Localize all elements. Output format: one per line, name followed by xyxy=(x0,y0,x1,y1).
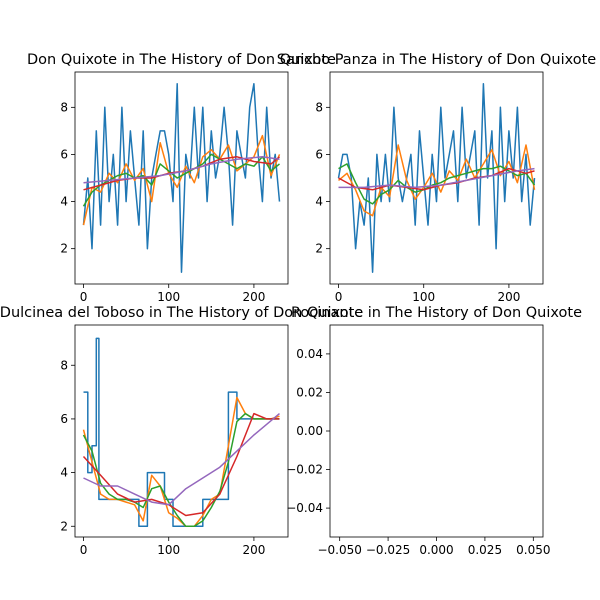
x-tick-label: −0.025 xyxy=(366,543,410,557)
y-tick-label: 4 xyxy=(60,195,68,209)
y-tick-label: 0.04 xyxy=(296,347,323,361)
plot-frame xyxy=(74,71,289,285)
series-line-1 xyxy=(82,83,281,273)
x-tick-label: 100 xyxy=(157,290,180,304)
x-tick-label: 0 xyxy=(335,290,343,304)
chart-panel-4: −0.050 −0.025 0.000 0.025 0.050 −0.04 −0.02 0.0… xyxy=(286,305,582,557)
x-tick-label: 0 xyxy=(80,543,88,557)
x-tick-label: 200 xyxy=(242,543,265,557)
y-tick-label: −0.02 xyxy=(286,463,323,477)
y-tick-label: 4 xyxy=(60,466,68,480)
y-tick-label: 8 xyxy=(60,358,68,372)
x-tick-label: 200 xyxy=(242,290,265,304)
plot-frame xyxy=(329,324,544,538)
series-line-1 xyxy=(83,337,280,528)
y-tick-label: 0.02 xyxy=(296,385,323,399)
chart-title: Don Quixote in The History of Don Quixot… xyxy=(27,52,336,68)
y-tick-label: 6 xyxy=(315,147,323,161)
series-line-3 xyxy=(338,163,536,205)
x-tick-label: 100 xyxy=(157,543,180,557)
y-tick-label: −0.04 xyxy=(286,501,323,515)
y-tick-label: 6 xyxy=(60,147,68,161)
x-tick-label: −0.050 xyxy=(317,543,361,557)
x-tick-label: 0.000 xyxy=(419,543,453,557)
series-line-1 xyxy=(337,83,536,273)
plot-frame xyxy=(329,71,544,285)
plot-frame xyxy=(74,324,289,538)
chart-panel-1: 0 100 200 2 4 6 8 Don Quixote in The History of… xyxy=(27,52,336,304)
x-tick-label: 0.025 xyxy=(468,543,502,557)
x-tick-label: 0 xyxy=(80,290,88,304)
series-line-3 xyxy=(82,153,280,207)
y-tick-label: 4 xyxy=(315,195,323,209)
x-tick-label: 0.050 xyxy=(516,543,550,557)
series-line-5 xyxy=(338,167,535,189)
series-line-4 xyxy=(82,412,280,517)
chart-panel-3: 0 100 200 2 4 6 8 Dulcinea del Toboso in The Hi… xyxy=(0,305,363,557)
chart-title: Rocinante in The History of Don Quixote xyxy=(291,305,582,321)
chart-title: Sancho Panza in The History of Don Quixo… xyxy=(277,52,597,68)
chart-title: Dulcinea del Toboso in The History of Do… xyxy=(0,305,363,321)
series-line-5 xyxy=(83,413,280,506)
y-tick-label: 8 xyxy=(315,100,323,114)
y-tick-label: 6 xyxy=(60,412,68,426)
x-tick-label: 200 xyxy=(497,290,520,304)
y-tick-label: 2 xyxy=(60,519,68,533)
chart-panel-2: 0 100 200 2 4 6 8 Sancho Panza in The History o… xyxy=(277,52,597,304)
series-line-5 xyxy=(83,156,280,184)
series-line-3 xyxy=(82,412,280,528)
y-tick-label: 2 xyxy=(315,242,323,256)
y-tick-label: 8 xyxy=(60,100,68,114)
y-tick-label: 0.00 xyxy=(296,424,323,438)
y-tick-label: 2 xyxy=(60,242,68,256)
x-tick-label: 100 xyxy=(412,290,435,304)
